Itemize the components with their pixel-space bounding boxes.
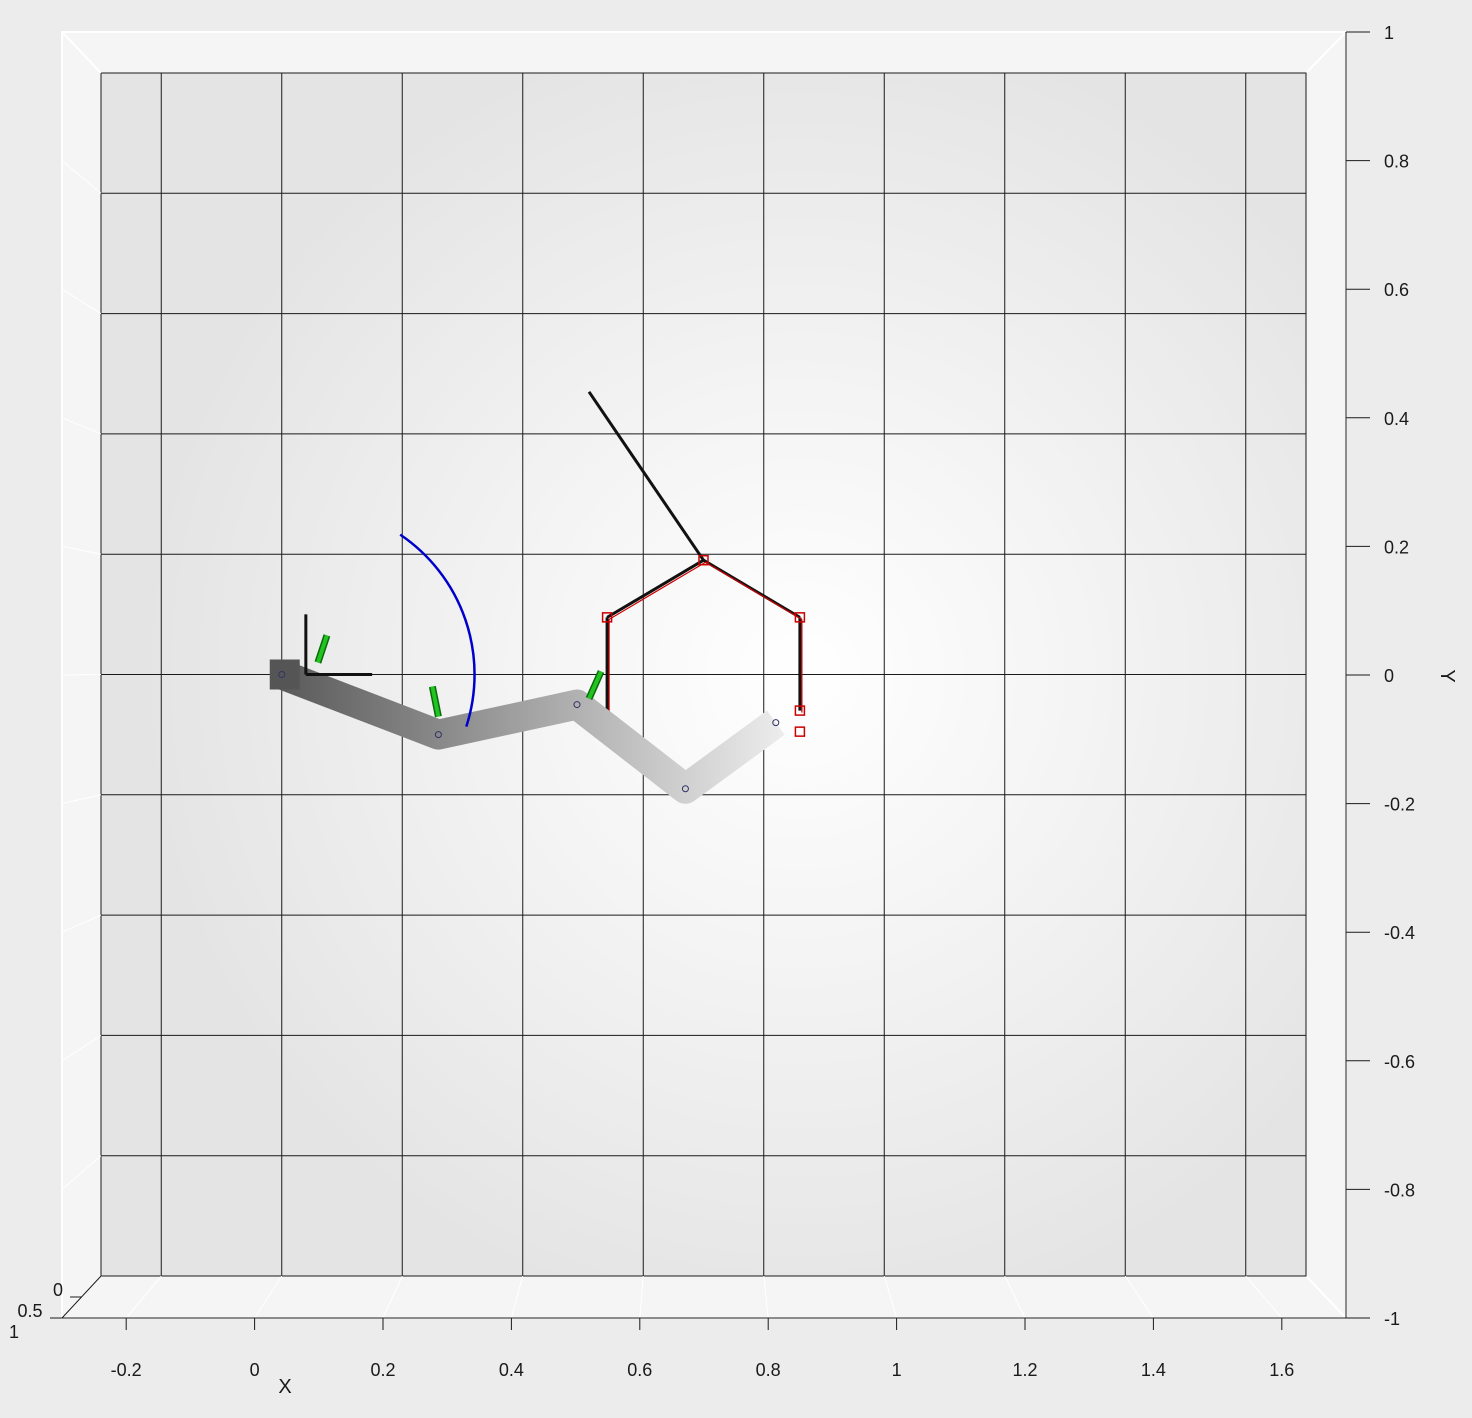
- grid-ext-y: [61, 794, 102, 805]
- y-tick-label: 0.4: [1384, 409, 1409, 429]
- target-marker: [794, 612, 806, 623]
- grid-ext-y: [61, 1034, 102, 1062]
- robot-joint: [434, 731, 442, 739]
- plot-content: [269, 390, 806, 804]
- grid-ext-y: [61, 545, 102, 555]
- joint-axis: [430, 686, 441, 717]
- grid-ext-y: [61, 288, 102, 315]
- x-tick-label: 0: [250, 1360, 260, 1380]
- grid-ext-x: [1245, 1275, 1283, 1319]
- x-tick-label: 0.2: [370, 1360, 395, 1380]
- y-tick-label: 1: [1384, 23, 1394, 43]
- target-line: [606, 558, 705, 619]
- x-tick-label: 1.2: [1012, 1360, 1037, 1380]
- target-marker: [794, 705, 806, 716]
- y-tick-label: 0.6: [1384, 280, 1409, 300]
- grid-ext-y: [61, 160, 102, 194]
- grid-ext-x: [254, 1275, 283, 1319]
- y-tick-label: -0.6: [1384, 1052, 1415, 1072]
- x-tick-label: 0.4: [499, 1360, 524, 1380]
- z-tick-label: 1: [9, 1322, 19, 1342]
- x-tick-label: 0.6: [627, 1360, 652, 1380]
- x-tick-label: 1.6: [1269, 1360, 1294, 1380]
- grid-ext-y: [61, 417, 102, 435]
- y-tick-label: -0.2: [1384, 795, 1415, 815]
- y-tick-label: 0.8: [1384, 152, 1409, 172]
- y-tick-label: -0.4: [1384, 923, 1415, 943]
- grid-ext-x: [1004, 1275, 1026, 1319]
- robot-joint: [278, 671, 286, 678]
- target-line-red: [608, 561, 706, 620]
- grid-ext-y: [61, 674, 102, 676]
- robot-joint: [681, 785, 689, 793]
- workspace-arc: [399, 533, 476, 728]
- joint-axis: [316, 634, 329, 664]
- target-marker: [794, 726, 806, 737]
- target-line-red: [705, 561, 803, 620]
- grid-ext-x: [883, 1275, 898, 1319]
- x-tick-label: 1: [892, 1360, 902, 1380]
- target-marker: [601, 612, 613, 623]
- robot-arm: [276, 660, 785, 804]
- target-line: [587, 390, 705, 562]
- grid-ext-y: [61, 1155, 102, 1190]
- robot-joint: [772, 719, 780, 727]
- y-axis-label: Y: [1436, 669, 1458, 682]
- grid-ext-x: [763, 1275, 769, 1319]
- grid-ext-x: [382, 1275, 403, 1319]
- x-tick-label: 0.8: [756, 1360, 781, 1380]
- x-axis-label: X: [278, 1376, 291, 1398]
- z-tick-label: 0: [53, 1280, 63, 1300]
- grid-ext-x: [510, 1275, 524, 1319]
- z-tick-label: 0.5: [17, 1301, 42, 1321]
- axes: -0.2 0 0.2 0.4 0.6 0.8 1 1.2 1.4 1.6 1 0.8 0.6 0.4 0.2…: [9, 23, 1415, 1380]
- y-tick-label: -1: [1384, 1309, 1400, 1329]
- joint-axis: [587, 670, 603, 700]
- grid-ext-x: [639, 1275, 644, 1319]
- robot-joint: [573, 701, 581, 709]
- y-tick-label: 0.2: [1384, 537, 1409, 557]
- x-tick-label: 1.4: [1141, 1360, 1166, 1380]
- grid-ext-x: [1124, 1275, 1154, 1319]
- target-line: [702, 558, 801, 619]
- grid-ext-x: [125, 1275, 162, 1319]
- grid-ext-y: [61, 914, 102, 933]
- target-marker: [698, 554, 709, 566]
- x-tick-label: -0.2: [111, 1360, 142, 1380]
- y-tick-label: -0.8: [1384, 1180, 1415, 1200]
- grid-ext-y: [61, 31, 102, 74]
- grid-lines: [61, 31, 1307, 1319]
- y-tick-label: 0: [1384, 666, 1394, 686]
